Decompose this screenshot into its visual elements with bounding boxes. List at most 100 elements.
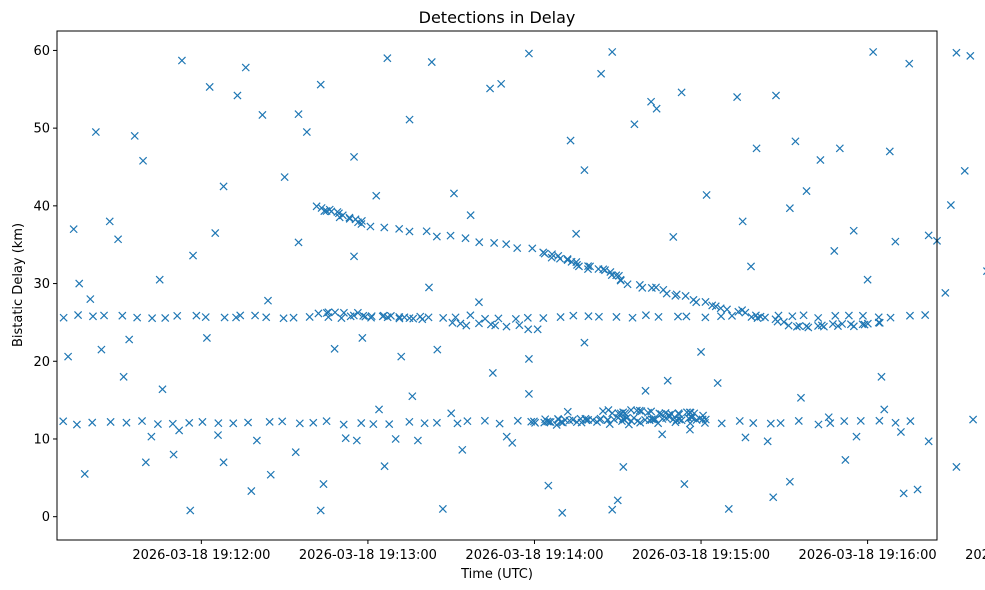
clutter-point bbox=[86, 295, 95, 304]
clutter-point bbox=[383, 54, 392, 63]
track-point bbox=[528, 244, 537, 253]
clutter-point bbox=[869, 47, 878, 57]
track-point bbox=[711, 302, 720, 311]
clutter-point bbox=[835, 144, 844, 153]
clutter-point bbox=[294, 110, 303, 119]
track-point bbox=[690, 409, 699, 418]
track-point bbox=[717, 419, 726, 428]
x-tick-label: 2026-03-18 19:17:00 bbox=[965, 548, 985, 563]
y-tick-label: 60 bbox=[33, 44, 50, 59]
track-point bbox=[314, 309, 323, 318]
clutter-point bbox=[397, 352, 406, 361]
track-point bbox=[753, 314, 762, 323]
track-point bbox=[628, 313, 637, 322]
clutter-point bbox=[130, 131, 139, 140]
clutter-point bbox=[280, 173, 289, 182]
track-point bbox=[569, 311, 578, 320]
track-point bbox=[418, 315, 427, 324]
track-point bbox=[574, 262, 583, 271]
clutter-point bbox=[891, 237, 900, 246]
clutter-point bbox=[597, 69, 606, 78]
track-point bbox=[359, 311, 368, 320]
track-point bbox=[331, 308, 340, 317]
clutter-point bbox=[885, 147, 894, 156]
clutter-point bbox=[405, 115, 414, 124]
track-point bbox=[863, 319, 872, 328]
clutter-point bbox=[580, 338, 589, 347]
clutter-point bbox=[433, 345, 442, 354]
clutter-point bbox=[211, 229, 220, 238]
track-point bbox=[122, 418, 131, 427]
clutter-point bbox=[427, 58, 436, 67]
track-point bbox=[337, 314, 346, 323]
clutter-point bbox=[697, 347, 706, 356]
track-point bbox=[100, 311, 109, 320]
clutter-point bbox=[746, 262, 756, 271]
track-point bbox=[289, 313, 298, 322]
track-point bbox=[814, 313, 823, 322]
track-point bbox=[309, 418, 318, 427]
track-point bbox=[420, 419, 429, 428]
track-point bbox=[480, 416, 489, 425]
clutter-point bbox=[816, 155, 825, 165]
track-point bbox=[357, 216, 366, 225]
clutter-point bbox=[247, 487, 256, 496]
track-point bbox=[799, 311, 808, 320]
track-point bbox=[681, 291, 690, 300]
clutter-point bbox=[458, 445, 467, 454]
track-point bbox=[462, 321, 471, 330]
clutter-point bbox=[294, 238, 303, 247]
track-point bbox=[511, 314, 520, 323]
track-point bbox=[717, 312, 726, 321]
track-point bbox=[616, 276, 625, 285]
track-point bbox=[232, 313, 241, 322]
clutter-point bbox=[877, 372, 886, 381]
track-point bbox=[921, 311, 930, 320]
track-point bbox=[138, 417, 147, 426]
clutter-point bbox=[524, 354, 533, 363]
track-point bbox=[760, 313, 770, 322]
track-point bbox=[776, 419, 785, 428]
clutter-point bbox=[147, 432, 156, 441]
x-tick-label: 2026-03-18 19:14:00 bbox=[465, 548, 603, 563]
track-point bbox=[502, 240, 511, 249]
track-point bbox=[324, 308, 333, 317]
clutter-point bbox=[941, 288, 950, 297]
clutter-point bbox=[474, 298, 483, 307]
track-point bbox=[339, 308, 348, 317]
track-point bbox=[192, 311, 201, 320]
clutter-point bbox=[502, 432, 511, 441]
track-point bbox=[446, 231, 455, 240]
clutter-point bbox=[802, 187, 811, 196]
track-point bbox=[722, 305, 732, 314]
track-point bbox=[546, 418, 555, 427]
y-axis-label: Bistatic Delay (km) bbox=[11, 223, 26, 347]
clutter-point bbox=[358, 333, 367, 342]
track-point bbox=[647, 415, 657, 424]
x-tick-label: 2026-03-18 19:16:00 bbox=[799, 548, 937, 563]
track-point bbox=[620, 415, 629, 424]
clutter-point bbox=[880, 405, 889, 414]
axes-frame bbox=[56, 30, 938, 541]
clutter-point bbox=[447, 409, 456, 418]
track-point bbox=[494, 314, 503, 323]
clutter-point bbox=[824, 413, 833, 422]
plot-area bbox=[59, 47, 985, 517]
clutter-point bbox=[741, 433, 750, 442]
clutter-point bbox=[236, 311, 245, 320]
track-point bbox=[531, 418, 540, 427]
track-point bbox=[547, 250, 557, 259]
clutter-point bbox=[796, 393, 805, 402]
track-point bbox=[201, 313, 210, 322]
clutter-point bbox=[733, 93, 742, 102]
track-point bbox=[432, 232, 441, 241]
track-point bbox=[533, 325, 542, 334]
clutter-point bbox=[438, 504, 447, 513]
clutter-point bbox=[677, 88, 686, 97]
track-point bbox=[541, 415, 550, 424]
clutter-point bbox=[641, 386, 650, 395]
track-point bbox=[674, 409, 683, 418]
track-point bbox=[735, 416, 744, 426]
clutter-point bbox=[752, 144, 761, 153]
track-point bbox=[220, 313, 229, 322]
